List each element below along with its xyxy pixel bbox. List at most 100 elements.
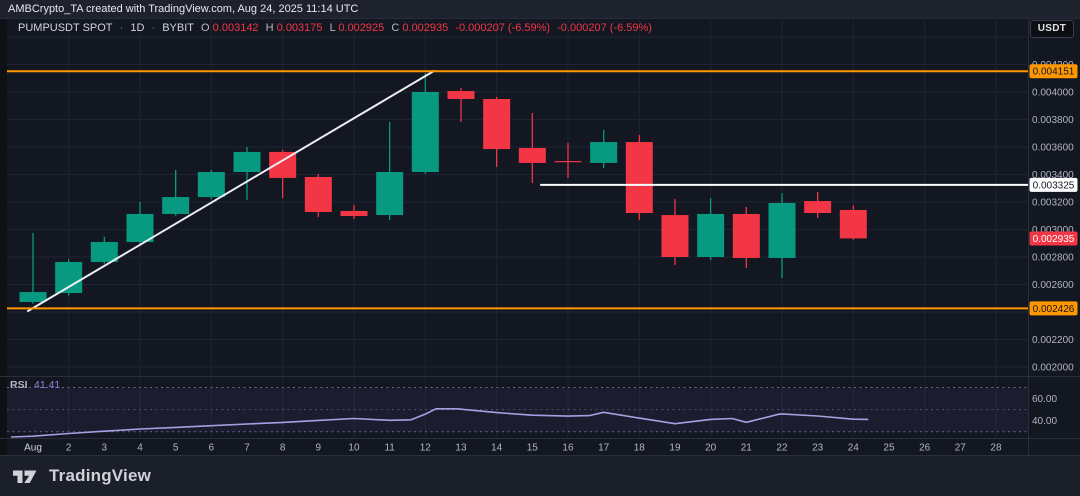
candle-body-aug-4[interactable]	[126, 213, 154, 243]
time-label-aug: Aug	[24, 443, 42, 454]
candle-body-aug-10[interactable]	[340, 210, 368, 217]
time-label-14: 14	[491, 443, 503, 454]
candle-body-aug-21[interactable]	[732, 213, 760, 258]
time-label-22: 22	[776, 443, 788, 454]
time-label-18: 18	[634, 443, 646, 454]
time-label-11: 11	[384, 443, 395, 454]
candle-body-aug-3[interactable]	[90, 242, 118, 262]
candle-body-aug-16[interactable]	[554, 161, 582, 163]
time-label-19: 19	[669, 443, 681, 454]
lower-level-label-box	[1029, 301, 1078, 316]
candle-body-aug-1[interactable]	[19, 292, 47, 302]
open-value: 0.003142	[212, 22, 259, 34]
high-letter: H	[265, 22, 274, 34]
close-letter: C	[391, 22, 400, 34]
mid-level-label: 0.003325	[1033, 180, 1075, 191]
time-label-25: 25	[883, 443, 895, 454]
rsi-tick-label: 40.00	[1032, 416, 1057, 427]
candle-body-aug-5[interactable]	[162, 197, 190, 214]
high-value: 0.003175	[276, 22, 323, 34]
time-label-24: 24	[848, 443, 860, 454]
candle-body-aug-22[interactable]	[768, 202, 796, 258]
symbol-name[interactable]: PUMPUSDT SPOT	[18, 22, 113, 34]
chart-canvas[interactable]: RSI41.410.0042000.0040000.0038000.003600…	[0, 0, 1080, 455]
separator-dot: ·	[151, 22, 156, 34]
brand-name[interactable]: TradingView	[49, 466, 152, 485]
candle-body-aug-9[interactable]	[304, 176, 332, 213]
candle-body-aug-7[interactable]	[233, 151, 261, 173]
tradingview-logo-icon[interactable]	[13, 467, 40, 486]
price-tick-label: 0.002000	[1032, 363, 1074, 374]
time-label-3: 3	[102, 443, 108, 454]
rsi-tick-label: 60.00	[1032, 394, 1057, 405]
interval-label[interactable]: 1D	[130, 22, 145, 34]
time-label-6: 6	[209, 443, 215, 454]
price-tick-label: 0.004000	[1032, 88, 1074, 99]
candle-body-aug-18[interactable]	[625, 142, 653, 213]
candle-body-aug-17[interactable]	[590, 142, 618, 163]
candle-body-aug-13[interactable]	[447, 91, 475, 100]
price-tick-label: 0.003600	[1032, 143, 1074, 154]
change-absolute: -0.000207 (-6.59%)	[455, 22, 551, 34]
price-tick-label: 0.002200	[1032, 335, 1074, 346]
change-percent: -0.000207 (-6.59%)	[557, 22, 652, 34]
time-label-7: 7	[244, 443, 250, 454]
time-label-17: 17	[598, 443, 610, 454]
attribution-bar: AMBCrypto_TA created with TradingView.co…	[0, 0, 1080, 19]
upper-level-label-box	[1029, 64, 1078, 79]
time-label-20: 20	[705, 443, 717, 454]
time-label-8: 8	[280, 443, 286, 454]
time-label-26: 26	[919, 443, 931, 454]
footer-bar: TradingView	[0, 455, 1080, 496]
time-label-16: 16	[562, 443, 574, 454]
attribution-text: AMBCrypto_TA created with TradingView.co…	[8, 3, 359, 15]
candle-body-aug-6[interactable]	[197, 172, 225, 198]
candle-body-aug-15[interactable]	[518, 147, 546, 163]
candle-body-aug-14[interactable]	[483, 99, 511, 150]
price-tick-label: 0.003800	[1032, 115, 1074, 126]
price-tick-label: 0.003400	[1032, 170, 1074, 181]
left-margin	[0, 19, 7, 455]
candle-body-aug-20[interactable]	[697, 213, 725, 257]
upper-level-label: 0.004151	[1033, 67, 1075, 78]
price-tick-label: 0.002800	[1032, 253, 1074, 264]
candle-body-aug-24[interactable]	[839, 209, 867, 239]
time-label-15: 15	[527, 443, 539, 454]
time-label-9: 9	[316, 443, 322, 454]
time-label-28: 28	[990, 443, 1002, 454]
time-label-2: 2	[66, 443, 72, 454]
lower-level-label: 0.002426	[1033, 304, 1075, 315]
price-tick-label: 0.002600	[1032, 280, 1074, 291]
time-label-10: 10	[348, 443, 360, 454]
time-label-27: 27	[955, 443, 967, 454]
price-tick-label: 0.003200	[1032, 198, 1074, 209]
candle-body-aug-11[interactable]	[376, 172, 404, 216]
rsi-line[interactable]	[10, 407, 869, 438]
separator-dot: ·	[119, 22, 124, 34]
candle-body-aug-19[interactable]	[661, 215, 689, 257]
rsi-band-fill	[7, 387, 1028, 432]
candle-body-aug-2[interactable]	[55, 261, 83, 294]
rsi-value: 41.41	[34, 379, 60, 391]
close-value: 0.002935	[402, 22, 449, 34]
candle-body-aug-12[interactable]	[411, 92, 439, 173]
candle-body-aug-23[interactable]	[804, 201, 832, 213]
exchange-label: BYBIT	[162, 22, 194, 34]
currency-unit-button[interactable]: USDT	[1030, 20, 1074, 38]
rsi-title: RSI	[10, 379, 28, 391]
open-letter: O	[201, 22, 210, 34]
low-letter: L	[329, 22, 336, 34]
mid-level-label-box	[1029, 177, 1078, 192]
price-tick-label: 0.003000	[1032, 225, 1074, 236]
time-label-23: 23	[812, 443, 824, 454]
low-value: 0.002925	[338, 22, 385, 34]
trendline[interactable]	[27, 69, 435, 313]
time-label-21: 21	[741, 443, 753, 454]
last-price-label-box	[1029, 231, 1078, 246]
time-label-12: 12	[420, 443, 432, 454]
last-price-label: 0.002935	[1033, 234, 1075, 245]
time-label-4: 4	[137, 443, 143, 454]
time-label-5: 5	[173, 443, 179, 454]
symbol-ohlc-row: PUMPUSDT SPOT · 1D · BYBIT O 0.003142 H …	[18, 22, 656, 34]
